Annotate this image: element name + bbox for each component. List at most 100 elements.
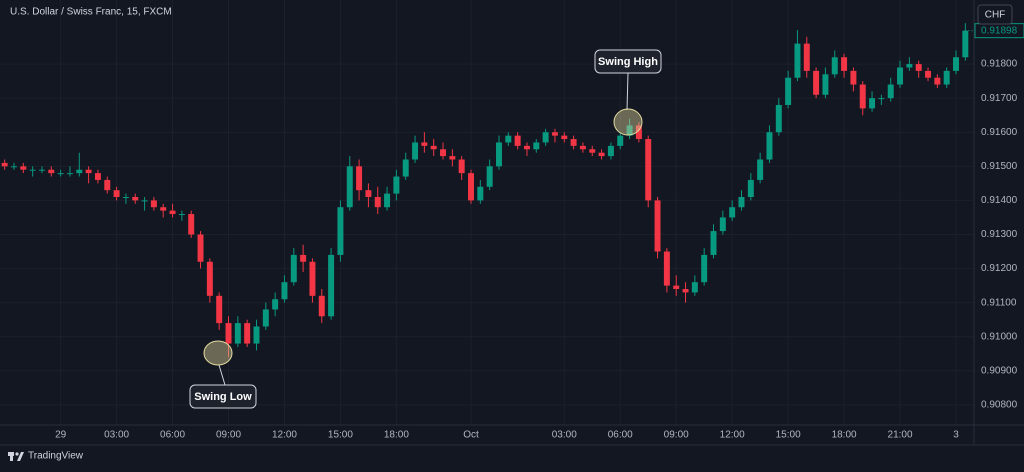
candle-body	[570, 139, 577, 146]
candle-body	[878, 98, 885, 100]
candle-body	[813, 70, 820, 95]
brand-logo[interactable]	[8, 452, 24, 461]
candle-body	[831, 57, 838, 75]
candle-body	[906, 64, 913, 68]
candle-body	[729, 207, 736, 218]
candles	[1, 23, 969, 358]
logo-part	[15, 452, 19, 456]
candle-body	[206, 261, 213, 296]
candle-body	[412, 142, 419, 160]
candle-body	[29, 169, 36, 171]
candle-body	[122, 196, 129, 198]
x-tick-label: 03:00	[552, 430, 577, 441]
swing-low-pointer	[218, 364, 226, 386]
candle-body	[822, 74, 829, 95]
candle-body	[328, 254, 335, 317]
y-tick-label: 0.91100	[981, 297, 1017, 308]
candle-body	[104, 179, 111, 191]
x-tick-label: 09:00	[216, 430, 241, 441]
candle-body	[850, 70, 857, 85]
candle-body	[785, 77, 792, 105]
candle-body	[934, 77, 941, 85]
x-tick-label: 21:00	[888, 430, 913, 441]
candle-body	[925, 70, 932, 78]
candle-body	[663, 251, 670, 286]
candle-body	[533, 142, 540, 150]
candle-body	[318, 295, 325, 317]
logo-part	[10, 452, 13, 461]
candle-body	[150, 200, 157, 208]
candle-body	[496, 142, 502, 167]
candle-body	[691, 282, 698, 293]
candle-body	[300, 254, 307, 262]
candle-body	[169, 210, 176, 215]
brand-name[interactable]: TradingView	[28, 451, 84, 462]
x-tick-label: 12:00	[272, 430, 297, 441]
candle-body	[635, 125, 642, 140]
x-tick-label: 18:00	[832, 430, 857, 441]
candle-body	[915, 64, 922, 71]
candle-body	[766, 132, 773, 160]
candle-body	[859, 84, 866, 109]
candle-body	[216, 295, 223, 324]
candle-body	[607, 145, 614, 157]
candle-body	[384, 193, 391, 208]
swing-high-box	[594, 49, 662, 74]
candle-body	[803, 43, 810, 71]
candle-body	[365, 190, 372, 197]
logo-part	[17, 452, 24, 461]
x-tick-label: 06:00	[160, 430, 185, 441]
candle-body	[281, 282, 288, 300]
y-tick-label: 0.91800	[981, 59, 1018, 70]
candle-body	[953, 57, 959, 71]
candle-body	[253, 326, 260, 344]
candle-body	[113, 190, 120, 197]
candle-body	[449, 156, 456, 160]
candle-body	[337, 207, 344, 255]
y-tick-label: 0.90800	[981, 400, 1018, 411]
candle-body	[421, 142, 428, 146]
y-tick-label: 0.91200	[981, 263, 1018, 274]
candle-body	[225, 323, 232, 344]
candle-body	[290, 254, 297, 283]
candle-body	[20, 166, 27, 170]
candle-body	[38, 169, 45, 171]
candle-body	[1, 162, 8, 167]
candle-body	[57, 173, 64, 175]
candle-body	[76, 169, 83, 174]
candle-body	[141, 200, 148, 202]
x-tick-label: 06:00	[608, 430, 633, 441]
candle-body	[132, 196, 139, 201]
candle-body	[477, 186, 484, 201]
candle-body	[234, 323, 241, 344]
candle-body	[561, 135, 568, 140]
candle-body	[598, 152, 605, 157]
currency-button[interactable]	[977, 4, 1013, 25]
candle-body	[897, 67, 904, 85]
candle-body	[85, 169, 92, 174]
x-tick-label: 3	[953, 430, 959, 441]
y-tick-label: 0.91000	[981, 331, 1018, 342]
candle-body	[160, 207, 167, 211]
candle-body	[356, 166, 363, 191]
candle-body	[710, 231, 717, 255]
swing-high-marker	[613, 108, 643, 136]
x-tick-label: 09:00	[664, 430, 689, 441]
x-tick-label: 15:00	[328, 430, 353, 441]
candle-body	[747, 179, 754, 197]
candle-body	[309, 261, 316, 296]
candle-body	[887, 84, 894, 99]
x-tick-label: 29	[55, 430, 67, 441]
candle-body	[579, 145, 586, 150]
candle-body	[440, 149, 447, 157]
y-tick-label: 0.90900	[981, 365, 1018, 376]
candle-body	[430, 145, 437, 150]
currency-label[interactable]: CHF	[985, 10, 1006, 21]
last-price-label: 0.91898	[981, 25, 1018, 36]
candle-body	[262, 309, 269, 327]
candle-body	[673, 285, 680, 290]
candle-body	[244, 323, 251, 344]
